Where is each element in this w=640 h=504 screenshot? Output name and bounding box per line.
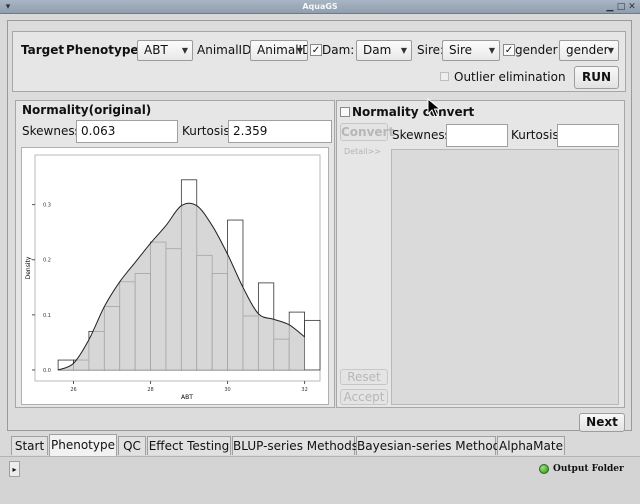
normality-convert-checkbox[interactable] xyxy=(340,107,350,117)
next-button[interactable]: Next xyxy=(579,413,625,432)
accept-button[interactable]: Accept xyxy=(340,389,388,405)
animalid-label: AnimalID: xyxy=(197,43,256,57)
status-bar xyxy=(0,456,640,504)
target-heading: Target xyxy=(21,43,65,57)
y-tick-label: 0.1 xyxy=(43,313,51,319)
tab-qc[interactable]: QC xyxy=(118,436,146,455)
window-menu-icon[interactable]: ▾ xyxy=(5,2,11,12)
phenotype-label: Phenotype: xyxy=(66,43,144,57)
chevron-down-icon: ▼ xyxy=(607,46,614,55)
gender-select-value: gender xyxy=(566,43,609,57)
density-area xyxy=(58,203,305,370)
x-tick-label: 32 xyxy=(301,387,307,393)
x-tick-label: 28 xyxy=(147,387,153,393)
normality-convert-heading: Normality convert xyxy=(352,105,475,119)
tab-phenotype[interactable]: Phenotype xyxy=(49,434,117,456)
x-tick-label: 30 xyxy=(224,387,230,393)
convert-skewness-label: Skewness: xyxy=(392,128,455,142)
chevron-down-icon: ▼ xyxy=(488,46,495,55)
y-axis-label: Density xyxy=(25,256,32,279)
output-folder-icon xyxy=(539,464,549,474)
tab-effect-testing[interactable]: Effect Testing xyxy=(147,436,231,455)
histogram-chart: 26 28 30 32 0.0 0.1 0.2 0.3 ABT Density xyxy=(21,147,329,405)
tab-bayesian-series-methods[interactable]: Bayesian-series Methods xyxy=(356,436,507,455)
chevron-down-icon: ▼ xyxy=(400,46,407,55)
minimize-icon[interactable]: ▁ xyxy=(606,2,614,12)
window-title: AquaGS xyxy=(302,2,338,11)
mouse-cursor-icon xyxy=(427,98,442,118)
target-group xyxy=(12,31,626,92)
reset-button[interactable]: Reset xyxy=(340,369,388,385)
gender-checkbox[interactable]: ✓ xyxy=(503,44,515,56)
x-tick-label: 26 xyxy=(70,387,76,393)
expand-panel-button[interactable]: ▸ xyxy=(9,461,20,477)
dam-label: Dam: xyxy=(322,43,355,57)
sire-select[interactable]: Sire ▼ xyxy=(442,40,500,61)
kurtosis-label: Kurtosis: xyxy=(182,124,234,138)
run-button[interactable]: RUN xyxy=(574,66,619,89)
animalid-select[interactable]: AnimalID ▼ xyxy=(250,40,308,61)
detail-link[interactable]: Detail>> xyxy=(344,147,381,156)
convert-button[interactable]: Convert xyxy=(340,123,395,141)
density-line xyxy=(57,202,305,371)
kurtosis-field[interactable]: 2.359 xyxy=(228,120,332,143)
convert-chart-area xyxy=(391,149,619,405)
histogram-bar xyxy=(304,319,321,371)
sire-label: Sire: xyxy=(417,43,445,57)
close-icon[interactable]: ✕ xyxy=(628,2,636,12)
y-tick-label: 0.0 xyxy=(43,368,51,374)
chevron-down-icon: ▼ xyxy=(181,46,188,55)
histogram-svg: 26 28 30 32 0.0 0.1 0.2 0.3 ABT Density xyxy=(25,154,321,401)
window-titlebar: ▾ AquaGS ▁ □ ✕ xyxy=(0,0,640,14)
y-tick-label: 0.3 xyxy=(43,203,51,209)
phenotype-select[interactable]: ABT ▼ xyxy=(137,40,193,61)
sire-select-value: Sire xyxy=(449,43,473,57)
convert-kurtosis-field[interactable] xyxy=(557,124,619,147)
output-folder-link[interactable]: Output Folder xyxy=(553,464,624,474)
tab-start[interactable]: Start xyxy=(11,436,48,455)
convert-skewness-field[interactable] xyxy=(446,124,508,147)
phenotype-select-value: ABT xyxy=(144,43,168,57)
outlier-checkbox[interactable] xyxy=(440,72,449,81)
convert-kurtosis-label: Kurtosis: xyxy=(511,128,563,142)
x-axis-label: ABT xyxy=(181,394,193,401)
gender-select[interactable]: gender ▼ xyxy=(559,40,619,61)
tab-blup-series-methods[interactable]: BLUP-series Methods xyxy=(232,436,358,455)
animalid-select-value: AnimalID xyxy=(257,43,308,57)
dam-select-value: Dam xyxy=(363,43,392,57)
dam-checkbox[interactable]: ✓ xyxy=(310,44,322,56)
outlier-label: Outlier elimination xyxy=(454,70,566,84)
gender-label: gender xyxy=(515,43,558,57)
y-tick-label: 0.2 xyxy=(43,258,51,264)
skewness-field[interactable]: 0.063 xyxy=(76,120,178,143)
dam-select[interactable]: Dam ▼ xyxy=(356,40,412,61)
tab-alphamate[interactable]: AlphaMate xyxy=(497,436,565,455)
normality-original-heading: Normality(original) xyxy=(22,103,152,117)
maximize-icon[interactable]: □ xyxy=(616,2,626,12)
chevron-down-icon: ▼ xyxy=(296,46,303,55)
skewness-label: Skewness: xyxy=(22,124,85,138)
